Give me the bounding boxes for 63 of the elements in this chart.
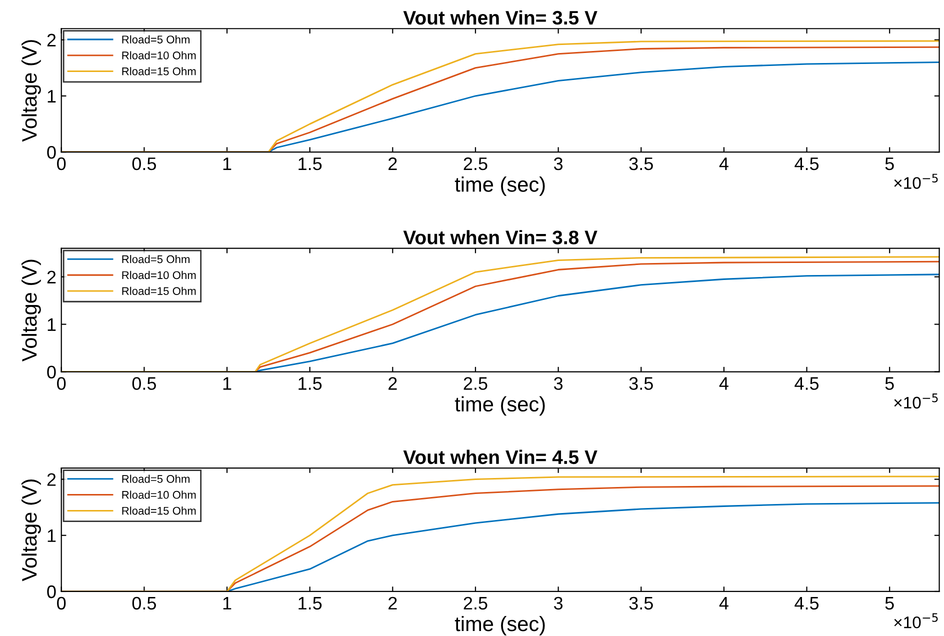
text: ×10$^{−5}$ (894, 174, 938, 189)
legend-label: Rload=15 Ohm (122, 286, 196, 295)
x-tick-label: 2.5 (464, 157, 488, 170)
x-tick-label: 1.5 (298, 597, 322, 610)
chart-title: Vout when Vin= 3.8 V (403, 230, 598, 244)
x-tick-label: 4.5 (794, 158, 819, 170)
x-tick-label: 2.5 (464, 377, 488, 390)
legend-label: Rload=10 Ohm (122, 490, 196, 499)
x-tick-label: 2 (388, 377, 397, 390)
x-tick-label: 3.5 (629, 596, 653, 610)
x-tick-label: 2 (388, 596, 397, 610)
x-axis-title: time (sec) (454, 616, 545, 636)
x-tick-label: 2 (388, 157, 397, 170)
x-tick-label: 0 (57, 596, 66, 610)
y-axis-title: Voltage (V) (21, 480, 41, 582)
x-tick-label: 0.5 (132, 596, 156, 610)
x-tick-label: 0.5 (132, 377, 156, 390)
x-tick-label: 4 (719, 597, 728, 610)
x-axis-title: time (sec) (454, 396, 545, 416)
x-tick-label: 5 (885, 597, 894, 610)
y-tick-label: 1 (48, 90, 56, 102)
y-axis-title: Voltage (V) (21, 260, 41, 362)
y-tick-label: 1 (48, 529, 56, 542)
legend-label: Rload=5 Ohm (122, 35, 190, 44)
y-tick-label: 2 (47, 473, 56, 486)
y-tick-label: 0 (47, 585, 56, 598)
legend-label: Rload=15 Ohm (122, 67, 196, 76)
y-tick-label: 0 (47, 146, 56, 159)
x-tick-label: 3 (554, 596, 563, 610)
legend-label: Rload=10 Ohm (122, 270, 196, 280)
x-tick-label: 3.5 (629, 377, 653, 390)
x-tick-label: 0.5 (132, 157, 156, 170)
x-tick-label: 3 (554, 157, 563, 170)
text: ×10$^{−5}$ (894, 613, 938, 628)
legend-label: Rload=10 Ohm (122, 51, 196, 60)
x-tick-label: 3.5 (629, 157, 653, 170)
x-tick-label: 0 (57, 377, 66, 390)
text: ×10$^{−5}$ (894, 394, 938, 409)
x-tick-label: 4.5 (794, 597, 819, 610)
legend-label: Rload=15 Ohm (122, 506, 196, 515)
legend-label: Rload=5 Ohm (122, 255, 190, 264)
x-axis-title: time (sec) (454, 176, 545, 196)
y-tick-label: 0 (47, 366, 56, 378)
y-tick-label: 2 (47, 270, 56, 284)
x-tick-label: 5 (885, 377, 894, 390)
x-tick-label: 4 (719, 158, 728, 170)
x-tick-label: 1.5 (298, 158, 322, 170)
chart-title: Vout when Vin= 3.5 V (403, 10, 598, 25)
chart-title: Vout when Vin= 4.5 V (403, 450, 598, 464)
x-tick-label: 4 (719, 377, 728, 390)
x-tick-label: 1 (223, 597, 232, 610)
x-tick-label: 1 (223, 377, 232, 390)
y-tick-label: 2 (47, 34, 56, 46)
x-tick-label: 1 (223, 158, 232, 170)
x-tick-label: 0 (57, 157, 66, 170)
legend-label: Rload=5 Ohm (122, 474, 190, 483)
x-tick-label: 2.5 (464, 596, 488, 610)
x-tick-label: 4.5 (794, 377, 819, 390)
x-tick-label: 5 (885, 158, 894, 170)
x-tick-label: 3 (554, 377, 563, 390)
y-tick-label: 1 (48, 318, 56, 331)
y-axis-title: Voltage (V) (21, 40, 41, 142)
x-tick-label: 1.5 (298, 377, 322, 390)
